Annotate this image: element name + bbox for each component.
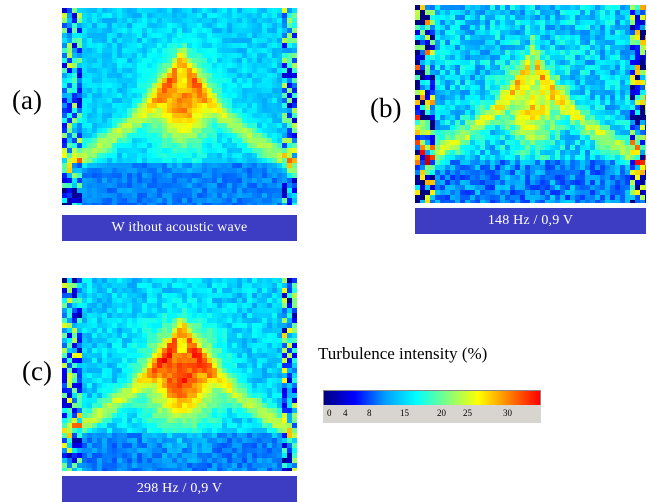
colorbar-gradient bbox=[323, 390, 541, 406]
colorbar-tick-label: 8 bbox=[367, 408, 372, 418]
panel-c-caption: 298 Hz / 0,9 V bbox=[62, 476, 297, 502]
panel-a-caption: W ithout acoustic wave bbox=[62, 215, 297, 241]
panel-c-turbulence-map bbox=[62, 278, 297, 471]
colorbar-tick-label: 20 bbox=[437, 408, 446, 418]
panel-c-label: (c) bbox=[22, 356, 52, 386]
colorbar-tick-label: 25 bbox=[463, 408, 472, 418]
colorbar-tick-label: 0 bbox=[327, 408, 332, 418]
panel-a-label: (a) bbox=[12, 85, 42, 115]
panel-b-caption: 148 Hz / 0,9 V bbox=[415, 208, 646, 234]
colorbar-tick-label: 4 bbox=[343, 408, 348, 418]
colorbar-tick-label: 15 bbox=[400, 408, 409, 418]
panel-b-turbulence-map bbox=[415, 5, 646, 203]
panel-b-label: (b) bbox=[370, 93, 402, 123]
colorbar-tick-label: 30 bbox=[503, 408, 512, 418]
colorbar-title: Turbulence intensity (%) bbox=[318, 344, 488, 363]
colorbar-tick-labels: 0 4 8 15 20 25 30 bbox=[323, 405, 541, 423]
panel-a-turbulence-map bbox=[62, 8, 297, 205]
